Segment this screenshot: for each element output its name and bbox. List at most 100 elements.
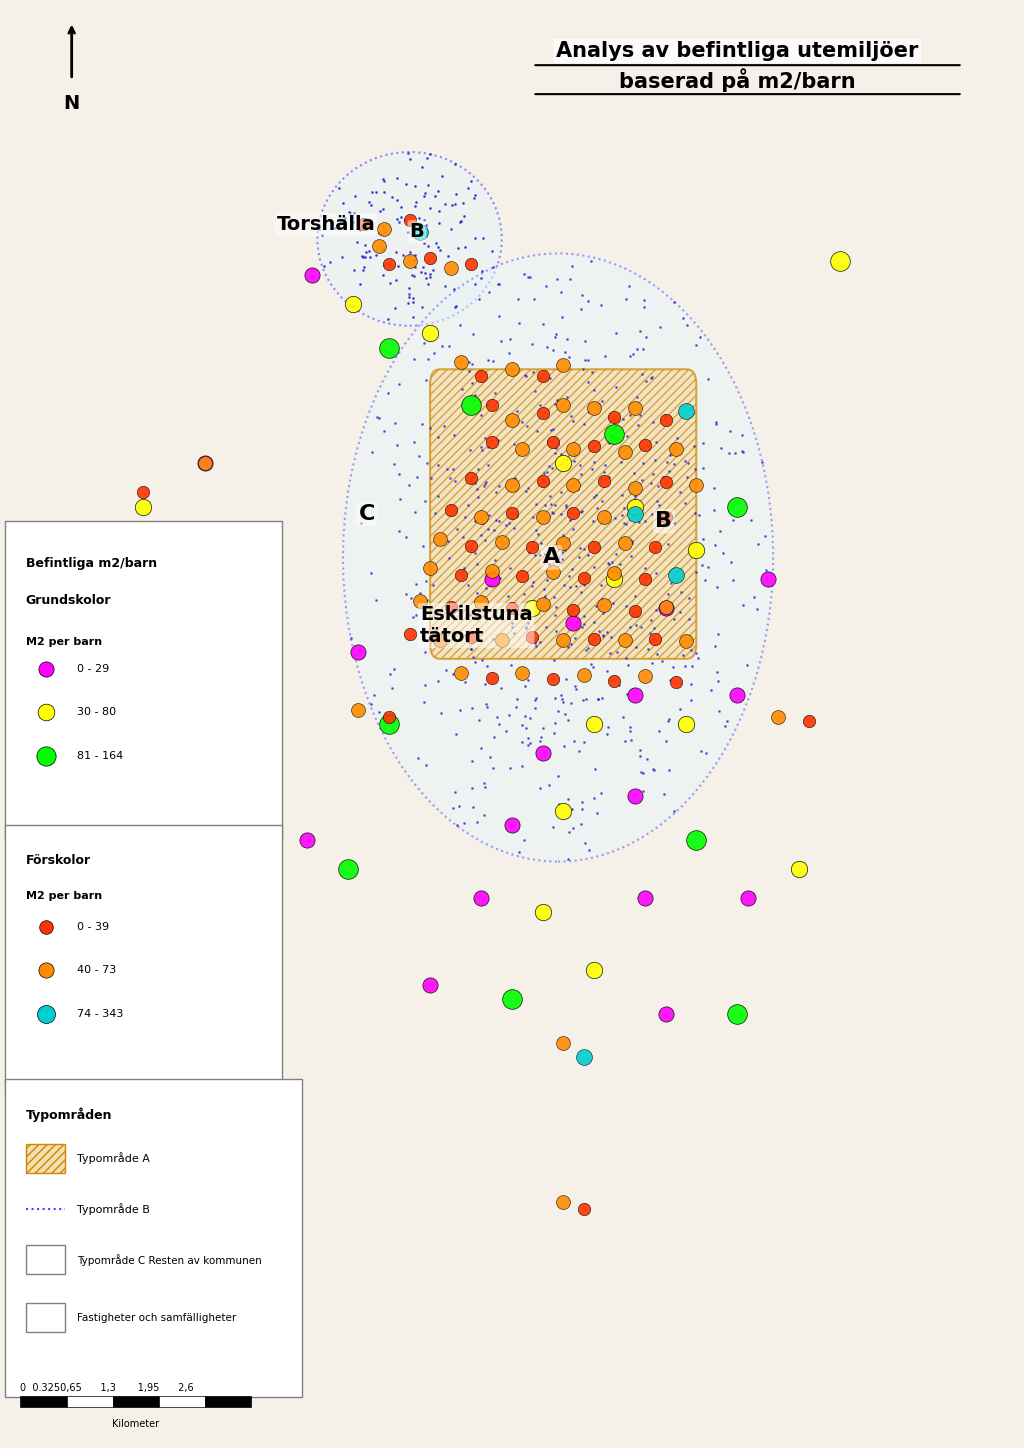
Text: 74 - 343: 74 - 343 [77,1009,123,1018]
Point [432,628,449,652]
Point [801,710,817,733]
Point [442,256,459,279]
Point [514,662,530,685]
Point [483,666,500,689]
Point [371,235,387,258]
Point [38,959,54,982]
Point [504,408,520,432]
Point [535,741,551,765]
Ellipse shape [343,253,773,862]
Point [38,701,54,724]
Point [657,1002,674,1025]
Point [606,405,623,429]
Point [545,668,561,691]
Point [688,473,705,497]
Point [94,539,111,562]
Point [504,501,520,524]
Point [627,683,643,707]
Point [647,627,664,650]
Point [514,565,530,588]
Point [453,662,469,685]
Text: A: A [543,547,560,568]
Point [555,1190,571,1213]
Point [340,857,356,880]
Point [483,430,500,453]
Point [627,476,643,500]
Point [401,623,418,646]
Text: 81 - 164: 81 - 164 [77,752,123,760]
Text: M2 per barn: M2 per barn [26,637,101,647]
Point [299,828,315,851]
Point [668,563,684,586]
Point [657,408,674,432]
Text: 0 - 29: 0 - 29 [77,665,109,673]
Point [135,481,152,504]
Point [575,663,592,686]
Text: Kilometer: Kilometer [112,1419,160,1429]
FancyBboxPatch shape [430,369,696,659]
Point [483,559,500,582]
Point [463,394,479,417]
Point [381,252,397,275]
Point [422,556,438,579]
Ellipse shape [317,152,502,326]
Point [586,536,602,559]
Point [401,209,418,232]
FancyBboxPatch shape [5,521,282,840]
Point [565,501,582,524]
Point [422,246,438,269]
Point [555,1031,571,1054]
Point [504,597,520,620]
Point [197,452,213,475]
Point [483,568,500,591]
Point [442,498,459,521]
Point [381,705,397,728]
Bar [20,1396,67,1407]
Point [463,252,479,275]
Point [596,594,612,617]
Point [565,598,582,621]
Text: Typområde A: Typområde A [77,1153,150,1164]
Point [606,423,623,446]
Point [606,562,623,585]
Point [657,471,674,494]
FancyBboxPatch shape [26,1303,65,1332]
Text: B: B [655,511,673,531]
Point [473,591,489,614]
Point [791,857,807,880]
Point [586,627,602,650]
Point [586,712,602,736]
FancyBboxPatch shape [26,1144,65,1173]
FancyBboxPatch shape [5,1079,302,1397]
Text: M2 per barn: M2 per barn [26,891,101,901]
Point [381,336,397,359]
Point [739,886,756,909]
Point [647,536,664,559]
Point [627,599,643,623]
Point [494,628,510,652]
Point [345,292,361,316]
Point [38,657,54,681]
Text: Typområden: Typområden [26,1108,112,1122]
Point [473,505,489,529]
Point [422,321,438,345]
Text: 30 - 80: 30 - 80 [77,708,116,717]
Point [596,469,612,492]
Point [197,452,213,475]
Point [760,568,776,591]
Point [657,505,674,529]
Point [831,249,848,272]
Text: Eskilstuna
tätort: Eskilstuna tätort [420,605,532,646]
Point [463,466,479,489]
Point [350,698,367,721]
Point [555,799,571,822]
Point [381,712,397,736]
Text: Befintliga m2/barn: Befintliga m2/barn [26,557,157,571]
Point [637,568,653,591]
Text: 0  0.3250,65      1,3       1,95      2,6: 0 0.3250,65 1,3 1,95 2,6 [20,1383,195,1393]
Point [555,628,571,652]
Bar [205,1396,251,1407]
Point [535,401,551,424]
Point [575,1197,592,1221]
Point [637,886,653,909]
